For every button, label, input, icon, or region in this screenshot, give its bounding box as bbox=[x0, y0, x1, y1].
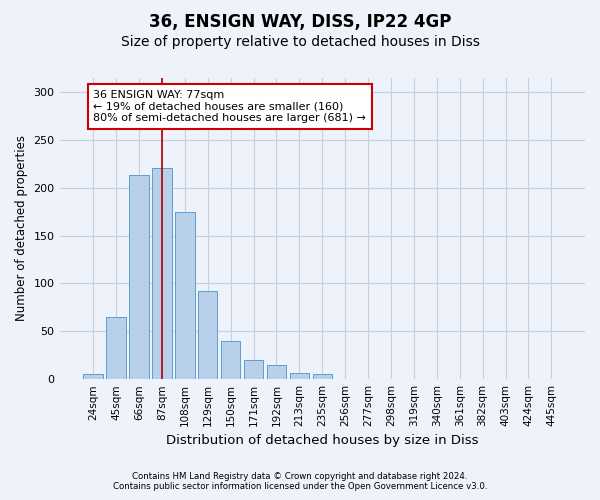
Y-axis label: Number of detached properties: Number of detached properties bbox=[15, 136, 28, 322]
Bar bbox=[175, 212, 194, 379]
Bar bbox=[83, 374, 103, 379]
Bar bbox=[221, 341, 241, 379]
Bar bbox=[313, 374, 332, 379]
Bar bbox=[267, 365, 286, 379]
Text: Size of property relative to detached houses in Diss: Size of property relative to detached ho… bbox=[121, 35, 479, 49]
Text: Contains public sector information licensed under the Open Government Licence v3: Contains public sector information licen… bbox=[113, 482, 487, 491]
Bar bbox=[290, 374, 309, 379]
Text: 36, ENSIGN WAY, DISS, IP22 4GP: 36, ENSIGN WAY, DISS, IP22 4GP bbox=[149, 12, 451, 30]
Bar bbox=[198, 291, 217, 379]
X-axis label: Distribution of detached houses by size in Diss: Distribution of detached houses by size … bbox=[166, 434, 479, 448]
Text: Contains HM Land Registry data © Crown copyright and database right 2024.: Contains HM Land Registry data © Crown c… bbox=[132, 472, 468, 481]
Bar bbox=[106, 317, 126, 379]
Bar bbox=[129, 175, 149, 379]
Text: 36 ENSIGN WAY: 77sqm
← 19% of detached houses are smaller (160)
80% of semi-deta: 36 ENSIGN WAY: 77sqm ← 19% of detached h… bbox=[93, 90, 366, 123]
Bar bbox=[244, 360, 263, 379]
Bar bbox=[152, 168, 172, 379]
